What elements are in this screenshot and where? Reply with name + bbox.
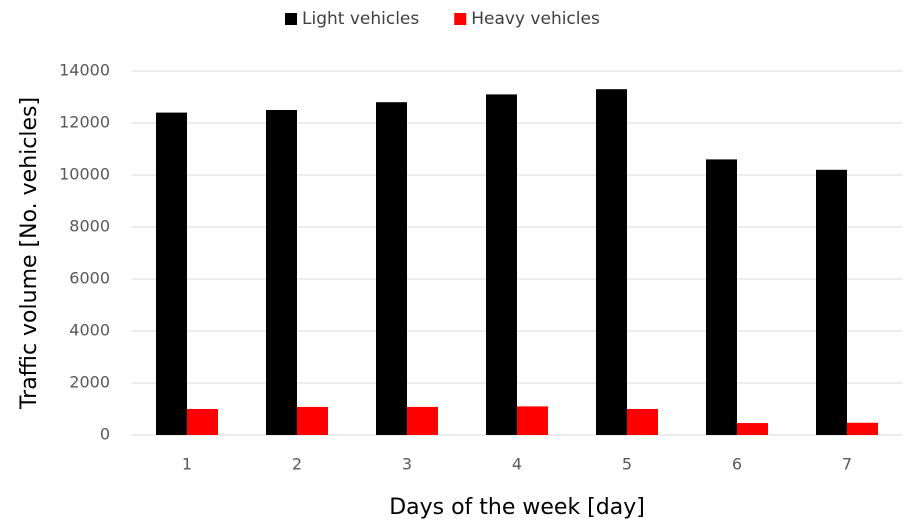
y-tick-label: 6000 (69, 269, 110, 288)
bar (266, 110, 297, 435)
bar (486, 94, 517, 436)
bar (816, 169, 847, 436)
x-tick-label: 3 (402, 455, 412, 474)
x-tick-label: 5 (622, 455, 632, 474)
x-axis-title: Days of the week [day] (389, 495, 645, 520)
x-tick-label: 1 (182, 455, 192, 474)
x-tick-label: 2 (292, 455, 302, 474)
bar (187, 409, 218, 435)
bar (847, 422, 878, 435)
y-tick-label: 12000 (59, 113, 110, 132)
y-tick-label: 0 (100, 425, 110, 444)
bar (517, 406, 548, 435)
y-tick-label: 2000 (69, 373, 110, 392)
legend-swatch (285, 13, 297, 25)
legend-swatch (454, 13, 467, 25)
x-tick-label: 6 (732, 455, 742, 474)
bar (596, 89, 627, 435)
bar (297, 406, 328, 435)
y-tick-label: 14000 (59, 61, 110, 80)
bar (627, 409, 658, 435)
y-tick-label: 10000 (59, 165, 110, 184)
y-tick-label: 8000 (69, 217, 110, 236)
y-axis-title: Traffic volume [No. vehicles] (17, 97, 42, 410)
legend-label: Heavy vehicles (471, 9, 600, 29)
bar (407, 406, 438, 435)
y-tick-label: 4000 (69, 321, 110, 340)
bar (737, 423, 768, 435)
x-tick-label: 7 (842, 455, 852, 474)
bar (156, 112, 187, 435)
legend-label: Light vehicles (302, 9, 419, 29)
bar (706, 159, 737, 435)
x-tick-label: 4 (512, 455, 522, 474)
bar (376, 102, 407, 435)
